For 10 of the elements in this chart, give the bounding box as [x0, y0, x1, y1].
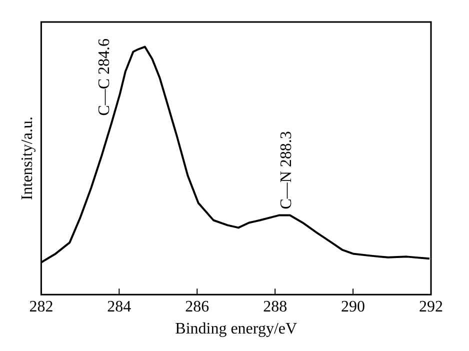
x-tick-label: 290 — [341, 298, 366, 316]
annotation: C—C 284.6 — [96, 38, 113, 116]
x-tick-label: 288 — [263, 298, 288, 316]
x-tick-label: 286 — [185, 298, 210, 316]
x-axis-title: Binding energy/eV — [175, 320, 298, 338]
y-axis-title: Intensity/a.u. — [18, 116, 36, 200]
annotation: C—N 288.3 — [278, 131, 295, 210]
x-tick-label: 284 — [107, 298, 132, 316]
x-tick-label: 282 — [29, 298, 54, 316]
x-tick-label: 292 — [419, 298, 443, 316]
